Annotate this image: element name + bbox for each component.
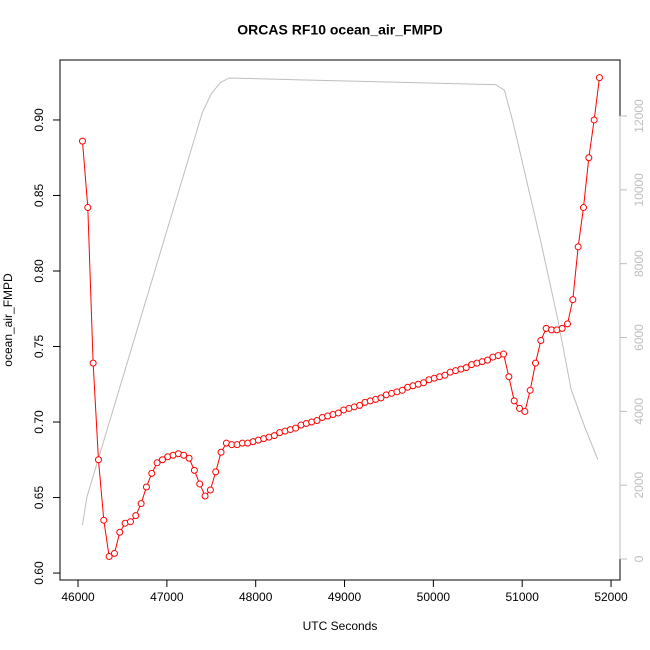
data-point [537, 336, 545, 344]
data-point [521, 407, 529, 415]
data-point [441, 371, 449, 379]
data-point [505, 373, 513, 381]
data-point [532, 359, 540, 367]
data-point [462, 364, 470, 372]
series-line [81, 77, 600, 558]
y2-tick-label: 10000 [632, 173, 646, 207]
data-point [185, 454, 193, 462]
data-point [142, 483, 150, 491]
data-point [158, 456, 166, 464]
y-tick-label: 0.75 [32, 335, 46, 359]
data-point [110, 549, 118, 557]
data-point [516, 404, 524, 412]
data-point [500, 350, 508, 358]
series-line [81, 77, 599, 526]
y-tick-label: 0.60 [32, 561, 46, 585]
data-point [558, 324, 566, 332]
chart-title: ORCAS RF10 ocean_air_FMPD [237, 22, 442, 38]
data-point [377, 394, 385, 402]
y-axis-label: ocean_air_FMPD [1, 273, 15, 367]
data-point [595, 74, 603, 82]
data-point [564, 320, 571, 328]
y-tick-label: 0.70 [32, 410, 46, 434]
data-point [334, 409, 342, 417]
data-point [196, 480, 204, 488]
data-point [590, 116, 598, 124]
data-point [420, 379, 428, 387]
data-point [206, 486, 214, 494]
data-point [148, 469, 156, 477]
data-point [116, 528, 124, 536]
data-point [132, 512, 140, 520]
data-point [190, 466, 198, 474]
data-point [105, 552, 113, 560]
x-tick-label: 49000 [328, 590, 362, 604]
data-point [180, 451, 188, 459]
data-point [313, 417, 321, 425]
data-point [526, 386, 534, 394]
y-tick-label: 0.80 [32, 259, 46, 283]
data-point [94, 456, 102, 464]
x-tick-label: 50000 [417, 590, 451, 604]
data-point [585, 154, 593, 162]
x-tick-label: 51000 [506, 590, 540, 604]
data-point [137, 500, 145, 508]
data-point [78, 137, 86, 145]
data-point [574, 243, 582, 251]
y2-tick-label: 12000 [632, 99, 646, 133]
data-point [126, 518, 134, 526]
x-axis-label: UTC Seconds [303, 619, 378, 633]
data-point [153, 459, 161, 467]
y-tick-label: 0.90 [32, 108, 46, 132]
y2-tick-label: 2000 [632, 471, 646, 498]
y2-tick-label: 8000 [632, 250, 646, 277]
data-point [356, 401, 364, 409]
data-point [217, 448, 225, 456]
data-point [510, 397, 518, 405]
data-point [100, 516, 108, 524]
data-point [201, 492, 209, 500]
data-point [89, 359, 97, 367]
y-tick-label: 0.85 [32, 183, 46, 207]
y2-tick-label: 0 [632, 555, 646, 562]
data-point [484, 356, 492, 364]
data-point [579, 204, 587, 212]
y2-tick-label: 4000 [632, 398, 646, 425]
y-tick-label: 0.65 [32, 486, 46, 510]
data-point [569, 296, 577, 304]
y2-tick-label: 6000 [632, 324, 646, 351]
x-tick-label: 48000 [239, 590, 273, 604]
data-point [212, 468, 220, 476]
data-point [84, 204, 92, 212]
x-tick-label: 52000 [594, 590, 628, 604]
x-tick-label: 47000 [150, 590, 184, 604]
data-point [398, 386, 406, 394]
data-point [270, 432, 278, 440]
data-point [292, 424, 300, 432]
x-tick-label: 46000 [61, 590, 95, 604]
